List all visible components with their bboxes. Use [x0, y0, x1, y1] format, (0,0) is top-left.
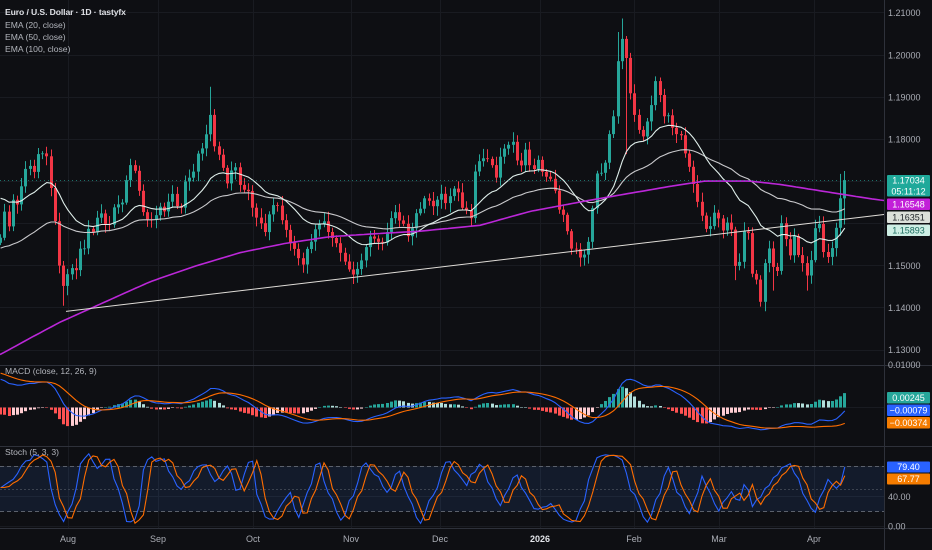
svg-text:1.19000: 1.19000: [888, 92, 921, 102]
svg-text:EMA (50, close): EMA (50, close): [5, 32, 66, 42]
svg-text:40.00: 40.00: [888, 492, 911, 502]
svg-text:Stoch (5, 3, 3): Stoch (5, 3, 3): [5, 447, 59, 457]
svg-text:0.00245: 0.00245: [892, 393, 925, 403]
svg-text:1.18000: 1.18000: [888, 135, 921, 145]
svg-text:Apr: Apr: [807, 534, 821, 544]
svg-text:EMA (20, close): EMA (20, close): [5, 20, 66, 30]
svg-text:Dec: Dec: [432, 534, 449, 544]
svg-text:−0.00374: −0.00374: [890, 418, 928, 428]
svg-text:1.16351: 1.16351: [892, 212, 925, 222]
svg-text:2026: 2026: [530, 534, 550, 544]
svg-text:0.01000: 0.01000: [888, 360, 921, 370]
svg-text:1.13000: 1.13000: [888, 345, 921, 355]
svg-text:1.16548: 1.16548: [892, 199, 925, 209]
svg-text:Aug: Aug: [60, 534, 76, 544]
svg-text:EMA (100, close): EMA (100, close): [5, 44, 71, 54]
svg-text:Nov: Nov: [343, 534, 360, 544]
svg-text:Oct: Oct: [246, 534, 261, 544]
svg-text:1.17034: 1.17034: [892, 176, 925, 186]
svg-text:−0.00079: −0.00079: [890, 405, 928, 415]
svg-text:79.40: 79.40: [897, 462, 920, 472]
svg-text:1.21000: 1.21000: [888, 8, 921, 18]
svg-text:1.15000: 1.15000: [888, 261, 921, 271]
svg-text:Mar: Mar: [711, 534, 727, 544]
svg-text:Feb: Feb: [626, 534, 642, 544]
svg-text:1.15893: 1.15893: [892, 225, 925, 235]
svg-text:1.20000: 1.20000: [888, 50, 921, 60]
svg-text:Euro / U.S. Dollar · 1D · tast: Euro / U.S. Dollar · 1D · tastyfx: [5, 7, 126, 17]
svg-text:67.77: 67.77: [897, 474, 920, 484]
svg-text:05:11:12: 05:11:12: [891, 186, 925, 196]
svg-text:1.14000: 1.14000: [888, 303, 921, 313]
svg-text:0.00: 0.00: [888, 522, 906, 532]
svg-text:Sep: Sep: [150, 534, 166, 544]
svg-text:MACD (close, 12, 26, 9): MACD (close, 12, 26, 9): [5, 366, 97, 376]
